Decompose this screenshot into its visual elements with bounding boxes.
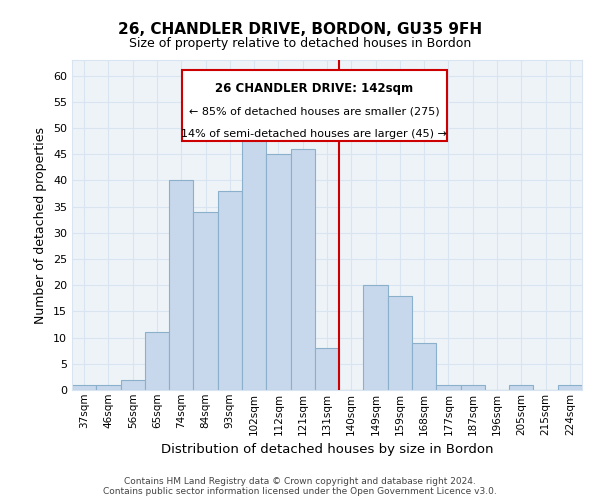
Text: Size of property relative to detached houses in Bordon: Size of property relative to detached ho… [129, 38, 471, 51]
Bar [461, 385, 485, 390]
Text: 14% of semi-detached houses are larger (45) →: 14% of semi-detached houses are larger (… [181, 130, 447, 140]
Text: ← 85% of detached houses are smaller (275): ← 85% of detached houses are smaller (27… [189, 106, 440, 116]
Bar [121, 380, 145, 390]
Bar [218, 191, 242, 390]
Y-axis label: Number of detached properties: Number of detached properties [34, 126, 47, 324]
Bar [290, 149, 315, 390]
Bar [558, 385, 582, 390]
Bar [193, 212, 218, 390]
Text: 26 CHANDLER DRIVE: 142sqm: 26 CHANDLER DRIVE: 142sqm [215, 82, 413, 94]
Bar [242, 138, 266, 390]
Bar [436, 385, 461, 390]
Bar [145, 332, 169, 390]
Text: Contains public sector information licensed under the Open Government Licence v3: Contains public sector information licen… [103, 487, 497, 496]
Title: 26, CHANDLER DRIVE, BORDON, GU35 9FH
Size of property relative to detached house: 26, CHANDLER DRIVE, BORDON, GU35 9FH Siz… [0, 499, 1, 500]
Text: Contains HM Land Registry data © Crown copyright and database right 2024.: Contains HM Land Registry data © Crown c… [124, 477, 476, 486]
Bar [169, 180, 193, 390]
Bar [412, 343, 436, 390]
Bar [388, 296, 412, 390]
Bar [315, 348, 339, 390]
Bar [72, 385, 96, 390]
Bar [266, 154, 290, 390]
FancyBboxPatch shape [182, 70, 447, 141]
X-axis label: Distribution of detached houses by size in Bordon: Distribution of detached houses by size … [161, 443, 493, 456]
Bar [509, 385, 533, 390]
Bar [364, 285, 388, 390]
Text: 26, CHANDLER DRIVE, BORDON, GU35 9FH: 26, CHANDLER DRIVE, BORDON, GU35 9FH [118, 22, 482, 38]
Bar [96, 385, 121, 390]
